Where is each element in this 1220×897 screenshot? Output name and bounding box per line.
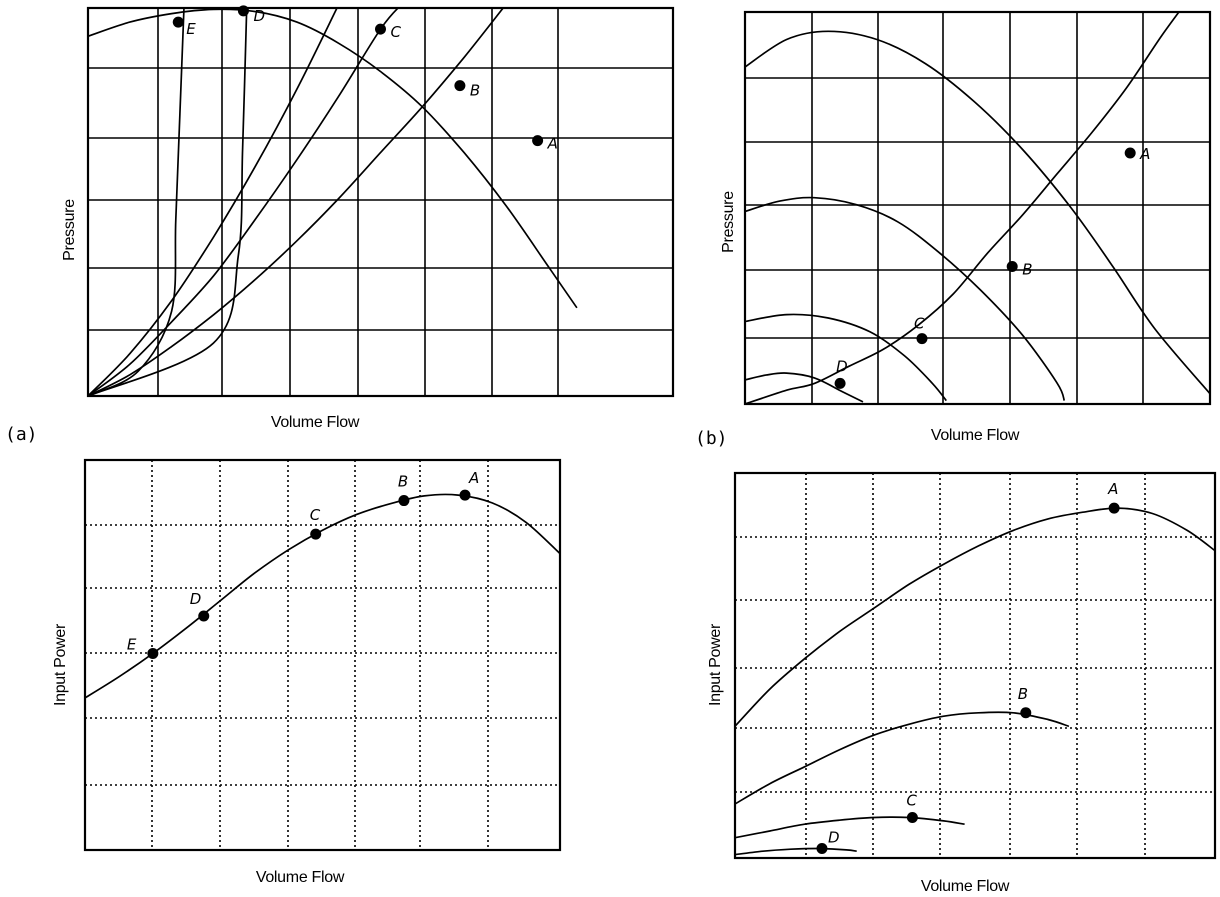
- panel-b-power-xlabel: Volume Flow: [921, 878, 1010, 895]
- operating-point-label: D: [828, 829, 840, 847]
- panel-b-power-ylabel: Input Power: [707, 623, 724, 706]
- system-curve-line: [88, 8, 505, 396]
- operating-point-label: B: [470, 82, 480, 100]
- operating-point-label: B: [1022, 260, 1032, 278]
- power-curve-line: [735, 816, 965, 839]
- operating-point-b: [1006, 260, 1018, 272]
- panel-b-pressure-chart: A B C D: [743, 10, 1212, 406]
- operating-point-label: A: [547, 135, 558, 153]
- operating-point-d: [834, 377, 846, 389]
- operating-point-label: C: [914, 315, 925, 333]
- operating-point-c: [906, 811, 918, 823]
- fan-curve-line: [745, 313, 947, 402]
- operating-point-b: [1020, 707, 1032, 719]
- panel-b-tag: (b): [695, 428, 728, 449]
- system-curve-line: [88, 8, 338, 396]
- operating-point-label: A: [1139, 145, 1150, 163]
- system-curve-line: [88, 8, 185, 396]
- operating-point-label: E: [186, 20, 196, 38]
- plot-frame: [733, 471, 1217, 860]
- operating-point-a: [459, 489, 471, 501]
- operating-point-label: D: [190, 590, 202, 608]
- operating-point-label: B: [1018, 685, 1028, 703]
- power-curve-line: [85, 493, 560, 699]
- operating-point-label: E: [127, 635, 137, 653]
- panel-a-power-ylabel: Input Power: [52, 623, 69, 706]
- operating-point-label: D: [836, 357, 848, 375]
- panel-b-pressure-xlabel: Volume Flow: [931, 427, 1020, 444]
- operating-point-label: C: [906, 791, 917, 809]
- plot-frame: [743, 10, 1212, 406]
- system-curve-line: [745, 12, 1180, 404]
- operating-point-b: [398, 495, 410, 507]
- panel-b-pressure-ylabel: Pressure: [720, 191, 737, 253]
- operating-point-a: [1124, 147, 1136, 159]
- operating-point-d: [198, 610, 210, 622]
- operating-point-label: A: [1107, 480, 1118, 498]
- operating-point-d: [237, 5, 249, 17]
- operating-point-d: [816, 843, 828, 855]
- system-curve-line: [88, 8, 248, 396]
- plot-frame: [83, 458, 562, 852]
- system-curve-line: [88, 8, 400, 396]
- operating-point-e: [147, 647, 159, 659]
- panel-a-tag: (a): [5, 424, 38, 445]
- operating-point-c: [916, 333, 928, 345]
- power-curve-line: [735, 847, 857, 856]
- panel-b-power-chart: A B C D: [733, 471, 1217, 860]
- operating-point-c: [310, 528, 322, 540]
- fan-curve-line: [745, 30, 1210, 395]
- operating-point-c: [375, 23, 386, 35]
- panel-a-pressure-chart: E D C B A: [86, 5, 675, 398]
- operating-point-label: B: [398, 473, 408, 491]
- power-curve-line: [735, 507, 1215, 727]
- fan-curve-line: [88, 8, 578, 309]
- operating-point-e: [172, 16, 184, 28]
- operating-point-label: D: [253, 7, 265, 25]
- operating-point-a: [1108, 502, 1120, 514]
- panel-a-power-xlabel: Volume Flow: [256, 869, 345, 886]
- panel-a-power-chart: E D C B A: [83, 458, 562, 852]
- operating-point-a: [532, 135, 544, 147]
- power-curve-line: [735, 711, 1070, 805]
- operating-point-b: [454, 80, 466, 92]
- fan-curve-line: [745, 196, 1066, 401]
- panel-a-pressure-xlabel: Volume Flow: [271, 414, 360, 431]
- panel-a-pressure-ylabel: Pressure: [61, 199, 78, 261]
- operating-point-label: A: [468, 469, 479, 487]
- operating-point-label: C: [391, 23, 402, 41]
- plot-frame: [86, 6, 675, 398]
- operating-point-label: C: [310, 506, 321, 524]
- fan-curve-line: [745, 372, 864, 403]
